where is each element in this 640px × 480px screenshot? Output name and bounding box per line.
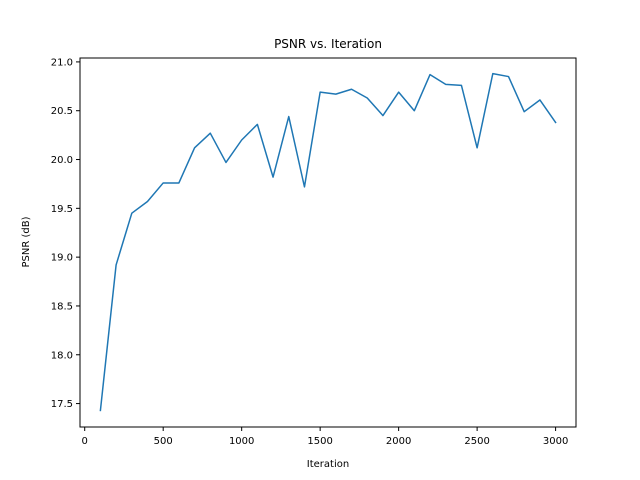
y-axis-ticks: 17.5 18.0 18.5 19.0 19.5 20.0 20.5 21.0	[51, 57, 80, 410]
y-tick-label: 20.0	[51, 155, 73, 166]
y-tick-label: 18.0	[51, 350, 73, 361]
x-tick-label: 2500	[464, 436, 489, 447]
x-tick-label: 1000	[229, 436, 254, 447]
y-tick-label: 21.0	[51, 57, 73, 68]
x-tick-label: 3000	[543, 436, 568, 447]
x-tick-label: 2000	[386, 436, 411, 447]
psnr-series-line	[99, 72, 557, 412]
x-axis-ticks: 0 500 1000 1500 2000 2500 3000	[82, 427, 568, 447]
y-tick-label: 17.5	[51, 399, 73, 410]
x-tick-label: 0	[82, 436, 88, 447]
y-axis-label: PSNR (dB)	[21, 216, 32, 267]
x-tick-label: 500	[154, 436, 173, 447]
x-tick-label: 1500	[307, 436, 332, 447]
y-tick-label: 18.5	[51, 301, 73, 312]
y-tick-label: 20.5	[51, 106, 73, 117]
y-tick-label: 19.0	[51, 253, 73, 264]
chart-title: PSNR vs. Iteration	[274, 37, 382, 51]
x-axis-label: Iteration	[307, 459, 349, 470]
plot-area	[99, 72, 557, 412]
y-tick-label: 19.5	[51, 204, 73, 215]
axes-frame	[79, 57, 577, 428]
